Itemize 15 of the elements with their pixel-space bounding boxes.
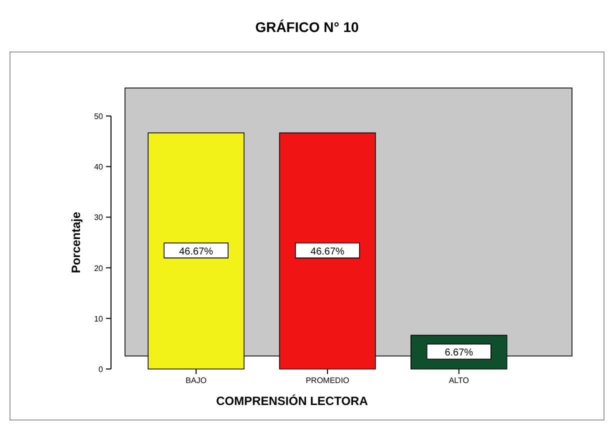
y-tick-label: 30 bbox=[94, 213, 104, 222]
y-axis-title: Porcentaje bbox=[69, 211, 83, 274]
x-tick-label: PROMEDIO bbox=[306, 376, 350, 385]
chart-title: GRÁFICO N° 10 bbox=[255, 19, 360, 35]
x-tick-label: ALTO bbox=[448, 376, 469, 385]
x-axis-title: COMPRENSIÓN LECTORA bbox=[216, 394, 368, 408]
y-tick-label: 20 bbox=[94, 264, 104, 273]
y-tick-label: 50 bbox=[94, 112, 104, 121]
data-label: 6.67% bbox=[444, 348, 474, 359]
data-label: 46.67% bbox=[310, 246, 345, 258]
data-label: 46.67% bbox=[179, 246, 214, 258]
y-tick-label: 40 bbox=[94, 162, 104, 172]
y-tick-label: 10 bbox=[94, 314, 104, 324]
x-tick-label: BAJO bbox=[186, 376, 207, 385]
y-tick-label: 0 bbox=[98, 365, 104, 374]
